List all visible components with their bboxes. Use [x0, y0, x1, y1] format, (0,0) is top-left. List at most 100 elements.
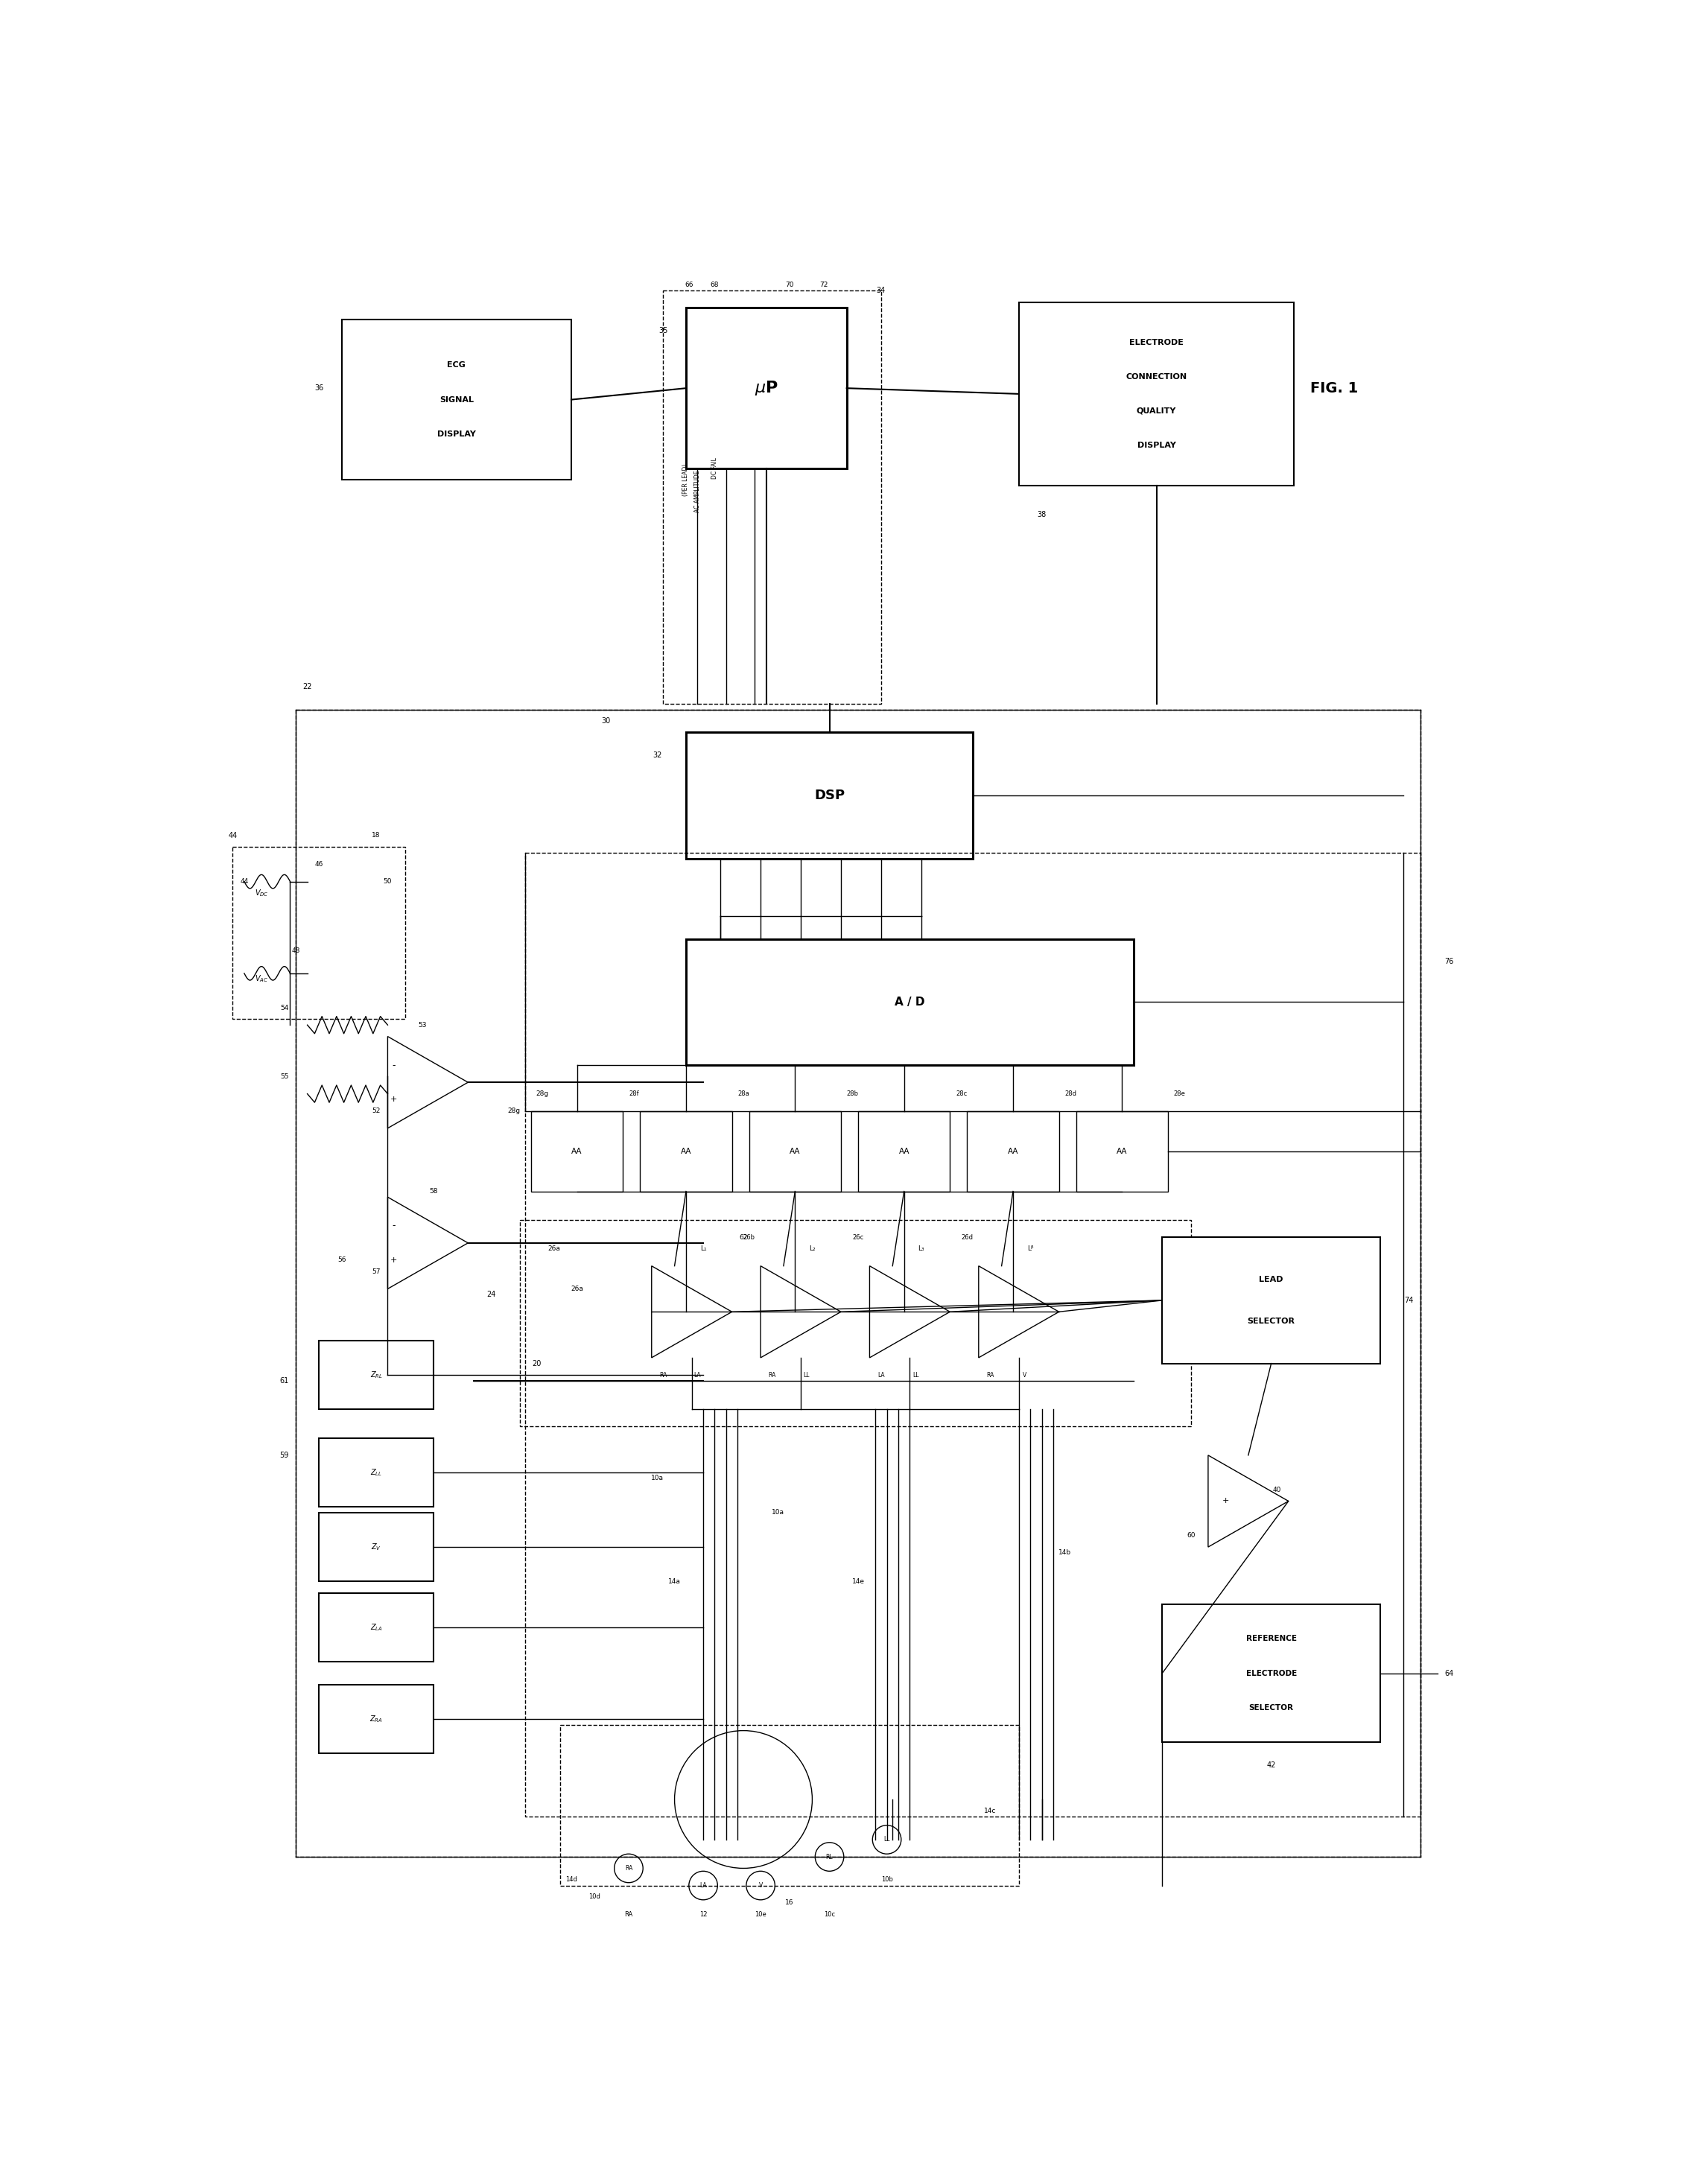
Text: RA: RA [986, 1371, 994, 1377]
Text: LL: LL [912, 1371, 919, 1377]
Text: 60: 60 [1187, 1532, 1196, 1539]
Text: 40: 40 [1272, 1487, 1281, 1493]
Text: 28c: 28c [956, 1092, 967, 1098]
Text: L₁: L₁ [700, 1244, 707, 1253]
Text: (PER LEAD): (PER LEAD) [683, 463, 690, 496]
Text: AA: AA [680, 1148, 692, 1155]
Text: $Z_{LL}$: $Z_{LL}$ [371, 1467, 383, 1478]
Text: 24: 24 [487, 1290, 495, 1299]
Text: L₃: L₃ [917, 1244, 924, 1253]
Bar [687, 939, 1134, 1065]
Text: RA: RA [769, 1371, 775, 1377]
Text: LL: LL [883, 1836, 890, 1842]
Text: AA: AA [898, 1148, 909, 1155]
Bar [857, 1111, 950, 1192]
Text: AA: AA [1117, 1148, 1127, 1155]
Text: 26a: 26a [570, 1286, 584, 1292]
Text: 28g: 28g [507, 1107, 521, 1113]
Text: 56: 56 [338, 1257, 347, 1264]
Text: 58: 58 [429, 1188, 437, 1194]
Text: 30: 30 [601, 718, 610, 725]
Bar [319, 1340, 434, 1410]
Text: 50: 50 [383, 878, 391, 884]
Text: 72: 72 [820, 282, 828, 288]
Text: CONNECTION: CONNECTION [1126, 373, 1187, 380]
Text: 22: 22 [302, 683, 313, 690]
Bar [319, 1594, 434, 1661]
Bar [663, 290, 881, 703]
Text: LA: LA [693, 1371, 700, 1377]
Text: +: + [389, 1096, 396, 1102]
Text: Lᵝ: Lᵝ [1027, 1244, 1033, 1253]
Text: 48: 48 [292, 947, 301, 954]
Text: 54: 54 [280, 1004, 289, 1011]
Bar [1161, 1605, 1380, 1742]
Bar [232, 847, 405, 1019]
Text: $Z_{RA}$: $Z_{RA}$ [369, 1714, 383, 1725]
Text: L₂: L₂ [810, 1244, 815, 1253]
Bar [319, 1513, 434, 1580]
Bar [319, 1685, 434, 1753]
Text: 28e: 28e [1173, 1092, 1185, 1098]
Text: LA: LA [700, 1882, 707, 1888]
Text: 53: 53 [418, 1022, 427, 1028]
Text: 14b: 14b [1059, 1550, 1071, 1556]
Bar [526, 854, 1421, 1816]
Text: $Z_{RL}$: $Z_{RL}$ [371, 1369, 383, 1380]
Text: +: + [1221, 1498, 1228, 1504]
Text: 10b: 10b [881, 1877, 893, 1884]
Text: 44: 44 [241, 878, 248, 884]
Text: 10e: 10e [755, 1910, 767, 1917]
Text: REFERENCE: REFERENCE [1245, 1635, 1296, 1642]
Text: QUALITY: QUALITY [1136, 408, 1177, 415]
Text: 26a: 26a [548, 1244, 560, 1253]
Bar [319, 1439, 434, 1506]
Text: 76: 76 [1445, 958, 1454, 965]
Bar [967, 1111, 1059, 1192]
Text: 64: 64 [1445, 1670, 1454, 1677]
Text: 36: 36 [314, 384, 323, 393]
Text: 68: 68 [711, 282, 719, 288]
Text: V: V [1023, 1371, 1027, 1377]
Text: 61: 61 [280, 1377, 289, 1384]
Text: 70: 70 [786, 282, 794, 288]
Text: FIG. 1: FIG. 1 [1310, 382, 1358, 395]
Text: 10c: 10c [823, 1910, 835, 1917]
Text: 26c: 26c [852, 1233, 864, 1240]
Text: 28a: 28a [738, 1092, 750, 1098]
Text: 66: 66 [685, 282, 693, 288]
Text: 26d: 26d [962, 1233, 974, 1240]
Text: 35: 35 [659, 327, 668, 334]
Text: 16: 16 [786, 1899, 794, 1906]
Text: +: + [389, 1257, 396, 1264]
Text: A / D: A / D [895, 995, 924, 1009]
Text: 28b: 28b [847, 1092, 859, 1098]
Text: -: - [391, 1220, 395, 1231]
Text: $Z_V$: $Z_V$ [371, 1541, 381, 1552]
Text: -: - [391, 1061, 395, 1070]
Text: ECG: ECG [447, 362, 466, 369]
Text: $\mu$P: $\mu$P [755, 380, 779, 397]
Text: 14d: 14d [565, 1877, 577, 1884]
Text: 10a: 10a [772, 1508, 784, 1515]
Text: 42: 42 [1267, 1762, 1276, 1768]
Text: AC AMPLITUDE: AC AMPLITUDE [693, 469, 700, 513]
Bar [1161, 1238, 1380, 1364]
Text: ELECTRODE: ELECTRODE [1129, 338, 1184, 345]
Text: 46: 46 [314, 860, 323, 867]
Bar [560, 1725, 1018, 1886]
Text: AA: AA [1008, 1148, 1018, 1155]
Text: V: V [758, 1882, 762, 1888]
Text: LA: LA [878, 1371, 885, 1377]
Bar [531, 1111, 623, 1192]
Text: LL: LL [803, 1371, 810, 1377]
Bar [750, 1111, 840, 1192]
Text: DC FAIL: DC FAIL [711, 458, 717, 480]
Text: RA: RA [659, 1371, 666, 1377]
Text: 34: 34 [876, 286, 886, 295]
Text: RA: RA [625, 1910, 634, 1917]
Bar [640, 1111, 733, 1192]
Text: ELECTRODE: ELECTRODE [1245, 1670, 1296, 1677]
Text: DSP: DSP [815, 788, 845, 801]
Bar [1018, 301, 1295, 485]
